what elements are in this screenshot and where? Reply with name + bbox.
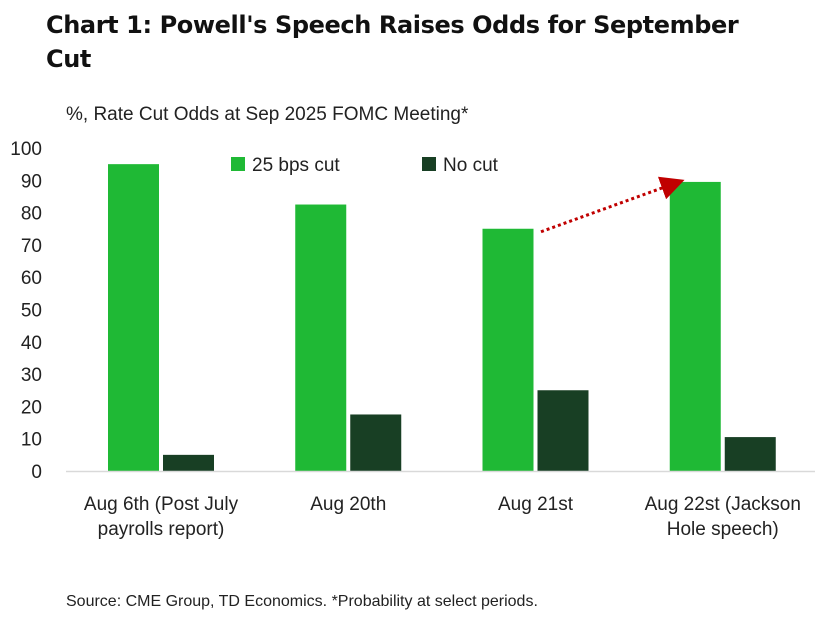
y-tick-label: 40 [21, 333, 42, 354]
bar-25-bps-cut [295, 204, 347, 471]
legend-label: 25 bps cut [252, 155, 340, 176]
y-tick-label: 50 [21, 301, 42, 322]
legend-label: No cut [443, 155, 499, 176]
y-tick-label: 100 [10, 139, 42, 160]
x-tick-label: Aug 21st [498, 494, 574, 515]
source-note: Source: CME Group, TD Economics. *Probab… [66, 593, 538, 610]
y-tick-label: 80 [21, 204, 42, 225]
x-tick-label: Aug 22st (Jackson Hole speech) [645, 494, 801, 540]
bars [108, 164, 776, 472]
bar-no-cut [163, 454, 214, 471]
bar-no-cut [724, 437, 776, 471]
legend-swatch [422, 157, 436, 171]
bar-no-cut [537, 390, 589, 471]
bar-25-bps-cut [108, 164, 159, 471]
y-tick-label: 30 [21, 365, 42, 386]
x-tick-label: Aug 6th (Post July payrolls report) [84, 494, 239, 540]
y-tick-label: 70 [21, 236, 42, 257]
y-tick-label: 10 [21, 430, 42, 451]
bar-no-cut [350, 414, 402, 471]
x-tick-label: Aug 20th [310, 494, 386, 515]
legend-swatch [231, 157, 245, 171]
bar-25-bps-cut [482, 228, 534, 471]
y-tick-labels: 0 10 20 30 40 50 60 70 80 90 100 [10, 139, 42, 483]
annotations [540, 176, 685, 234]
y-tick-label: 20 [21, 397, 42, 418]
y-tick-label: 0 [31, 462, 42, 483]
y-tick-label: 90 [21, 171, 42, 192]
legend: 25 bps cut No cut [231, 155, 499, 176]
y-tick-label: 60 [21, 268, 42, 289]
chart-title: Chart 1: Powell's Speech Raises Odds for… [46, 11, 739, 73]
annotation-arrow [540, 176, 685, 234]
bar-25-bps-cut [669, 181, 721, 472]
y-axis-label: %, Rate Cut Odds at Sep 2025 FOMC Meetin… [66, 104, 469, 125]
x-tick-labels: Aug 6th (Post July payrolls report) Aug 20… [84, 494, 801, 540]
